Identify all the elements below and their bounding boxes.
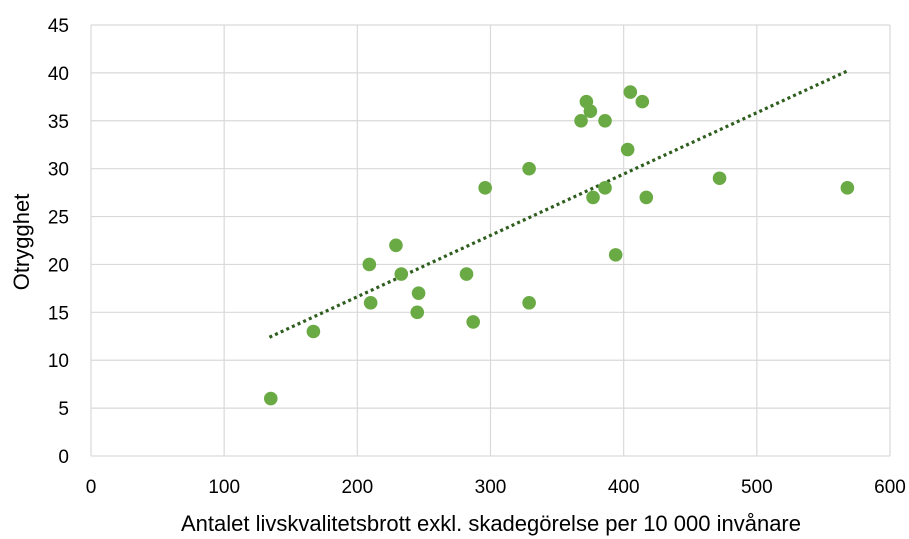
data-point	[263, 391, 278, 406]
y-tick-label: 10	[48, 351, 69, 372]
data-point	[410, 305, 425, 320]
y-tick-label: 40	[48, 64, 69, 85]
data-point	[623, 85, 638, 99]
data-point	[608, 248, 623, 262]
data-point	[639, 190, 654, 205]
x-axis-title: Antalet livskvalitetsbrott exkl. skadegö…	[181, 511, 801, 536]
trendline	[268, 69, 849, 339]
y-tick-label: 45	[48, 16, 69, 37]
data-point	[574, 113, 588, 128]
trendline-layer	[268, 69, 849, 339]
y-tick-label: 5	[58, 399, 69, 420]
data-point	[598, 113, 612, 128]
y-tick-label: 30	[48, 160, 69, 181]
tick-labels: 0 5 10 15 20 25 30 35 40 45 0 100 200 300 400 500 600	[48, 16, 906, 498]
data-point	[363, 295, 378, 310]
data-point	[522, 161, 536, 176]
x-tick-label: 300	[475, 477, 507, 498]
points-layer	[263, 85, 855, 406]
y-tick-label: 0	[58, 447, 69, 468]
y-tick-label: 25	[48, 208, 69, 229]
y-tick-label: 20	[48, 255, 69, 276]
data-point	[362, 257, 377, 272]
x-tick-label: 600	[874, 477, 906, 498]
data-point	[598, 181, 612, 195]
data-point	[522, 295, 536, 310]
data-point	[583, 104, 598, 118]
x-tick-label: 500	[741, 477, 773, 498]
data-point	[635, 94, 650, 109]
data-point	[389, 238, 403, 253]
data-point	[712, 171, 727, 186]
data-point	[411, 286, 426, 300]
data-point	[586, 190, 600, 205]
grid	[90, 24, 891, 457]
data-point	[394, 267, 409, 281]
data-point	[306, 324, 321, 339]
y-axis-title: Otrygghet	[9, 194, 34, 291]
data-point	[840, 181, 855, 195]
x-tick-label: 0	[86, 477, 97, 498]
x-tick-label: 200	[341, 477, 373, 498]
x-tick-label: 400	[608, 477, 640, 498]
data-point	[478, 181, 492, 195]
x-tick-label: 100	[208, 477, 240, 498]
data-point	[620, 142, 635, 157]
y-tick-label: 35	[48, 112, 69, 133]
data-point	[466, 315, 480, 329]
data-point	[459, 267, 474, 281]
y-tick-label: 15	[48, 303, 69, 324]
